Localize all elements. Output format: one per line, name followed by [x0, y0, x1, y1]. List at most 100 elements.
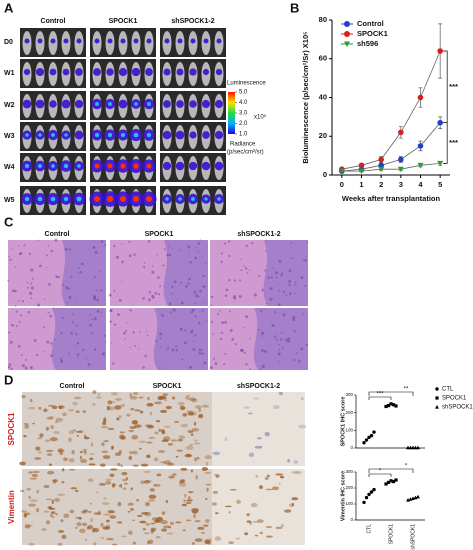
nucleus — [89, 323, 92, 327]
signal — [177, 38, 183, 44]
nucleus — [228, 254, 231, 258]
stain — [43, 510, 50, 513]
nucleus — [108, 293, 112, 297]
stain — [246, 513, 250, 517]
stain — [101, 502, 110, 505]
stain — [69, 509, 75, 514]
nucleus — [224, 352, 227, 355]
stain — [37, 437, 42, 440]
stain — [49, 507, 56, 510]
stain — [28, 471, 33, 474]
nucleus — [244, 267, 248, 270]
stain — [250, 502, 258, 508]
stain — [211, 502, 217, 506]
stain — [275, 526, 283, 530]
nucleus — [267, 276, 271, 280]
stain — [72, 401, 78, 406]
stain — [291, 497, 299, 501]
nucleus — [110, 342, 113, 344]
stain — [298, 424, 307, 429]
nucleus — [47, 312, 50, 314]
signal — [145, 68, 153, 76]
stain — [131, 435, 139, 440]
stain — [116, 521, 123, 524]
nucleus — [100, 289, 103, 292]
stain — [163, 525, 170, 529]
stain — [87, 478, 94, 482]
stain — [168, 475, 175, 479]
significance-bracket — [443, 50, 448, 124]
stain — [23, 434, 27, 438]
nucleus — [220, 338, 223, 341]
stain — [154, 431, 159, 435]
stain — [184, 494, 187, 498]
nucleus — [144, 354, 147, 358]
nucleus — [202, 302, 204, 304]
nucleus — [148, 298, 151, 302]
nucleus — [243, 351, 246, 354]
nucleus — [171, 285, 174, 289]
stain — [21, 394, 26, 399]
nucleus — [80, 262, 84, 266]
stain — [46, 416, 54, 420]
nucleus — [170, 292, 173, 295]
nucleus — [304, 284, 306, 287]
nucleus — [220, 252, 223, 255]
column-header: Control — [45, 231, 70, 238]
stain — [278, 391, 283, 396]
stain — [106, 519, 110, 523]
nucleus — [90, 332, 93, 335]
stain — [102, 513, 111, 516]
stain — [148, 436, 155, 439]
stain — [61, 480, 65, 484]
series-line — [341, 50, 441, 170]
column-header: shSPOCK1-2 — [171, 18, 214, 25]
stain — [205, 461, 209, 466]
stain — [243, 406, 250, 409]
nucleus — [228, 278, 231, 282]
stain — [201, 466, 209, 472]
signal — [133, 38, 139, 44]
stain — [106, 405, 110, 411]
stain — [63, 457, 68, 462]
stain — [51, 511, 56, 514]
nucleus — [13, 289, 17, 293]
row-label: D0 — [4, 39, 13, 46]
nucleus — [290, 241, 293, 244]
stain — [62, 468, 65, 472]
nucleus — [172, 308, 176, 312]
stain — [212, 451, 221, 456]
stain — [278, 482, 281, 485]
nucleus — [159, 285, 162, 288]
stain — [201, 404, 209, 408]
stain — [121, 535, 128, 538]
signal-core — [95, 102, 99, 106]
nucleus — [225, 288, 229, 292]
stain — [191, 508, 199, 513]
nucleus — [17, 344, 21, 348]
stain — [118, 415, 122, 419]
annotation: * — [379, 469, 382, 475]
signal — [94, 38, 100, 44]
signal — [176, 68, 184, 76]
marker — [397, 166, 404, 173]
stain — [229, 488, 237, 491]
nucleus — [221, 321, 224, 325]
nucleus — [202, 274, 205, 278]
nucleus — [293, 330, 296, 333]
stain — [204, 539, 211, 545]
nucleus — [120, 280, 123, 282]
signal — [163, 100, 171, 108]
stain — [167, 443, 173, 446]
nucleus — [300, 276, 304, 279]
stain — [98, 482, 106, 486]
stain — [186, 453, 191, 457]
stain — [81, 510, 87, 514]
nucleus — [233, 296, 237, 300]
stain — [186, 499, 193, 502]
nucleus — [198, 348, 202, 352]
stain — [163, 425, 171, 428]
stain — [108, 406, 115, 411]
stain — [47, 404, 55, 407]
